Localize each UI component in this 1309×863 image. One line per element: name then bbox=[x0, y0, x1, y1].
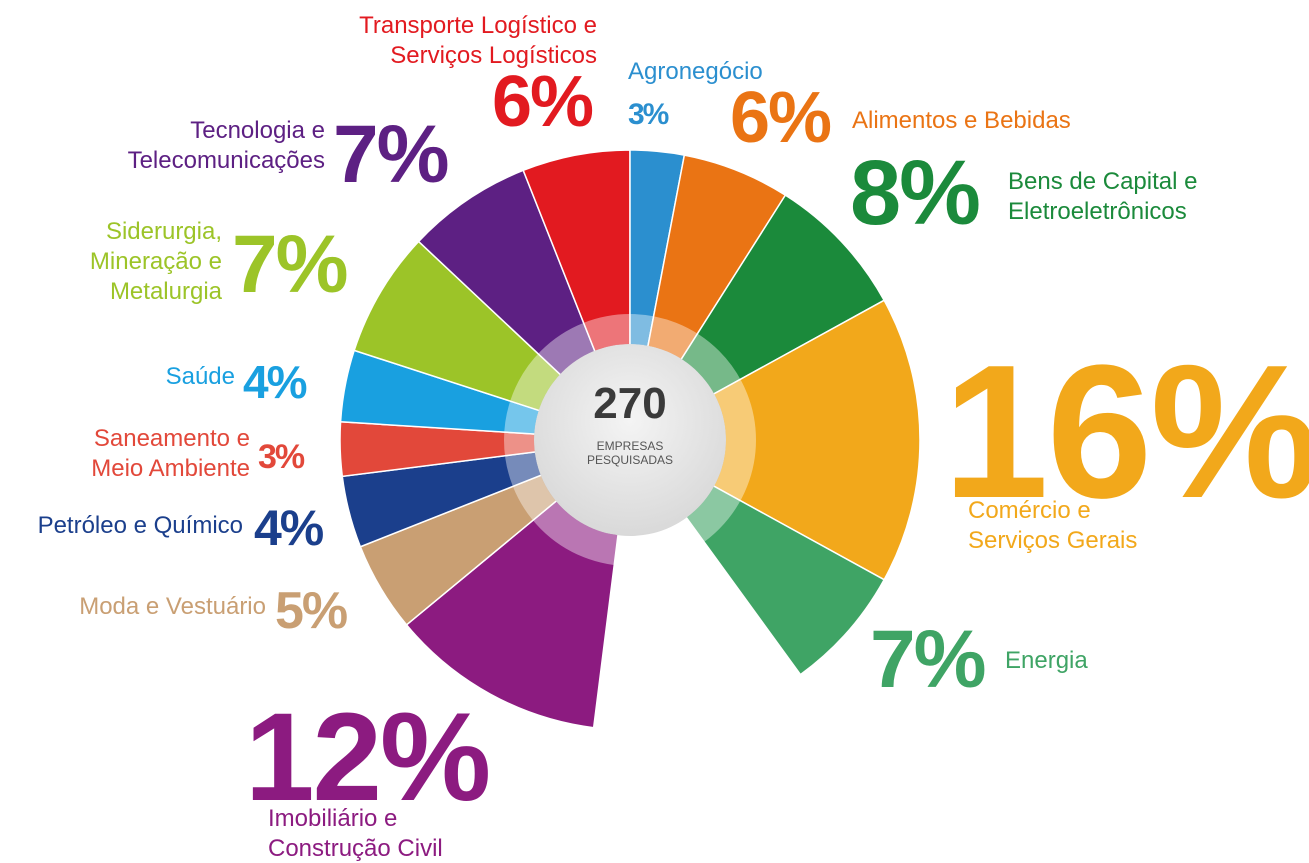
value-label: 3% bbox=[258, 438, 305, 476]
value-label: 12% bbox=[245, 688, 489, 827]
text-line: Bens de Capital e bbox=[1008, 168, 1197, 195]
center-disc bbox=[534, 344, 726, 536]
text-line: Metalurgia bbox=[110, 278, 223, 305]
text-line: Moda e Vestuário bbox=[79, 593, 266, 620]
value-label: 6% bbox=[492, 62, 593, 142]
text-line: Mineração e bbox=[90, 248, 222, 275]
text-line: Saneamento e bbox=[94, 425, 250, 452]
category-label: Bens de Capital e Eletroeletrônicos bbox=[1008, 168, 1197, 225]
center-text: EMPRESAS PESQUISADAS bbox=[587, 439, 673, 467]
text-line: Tecnologia e bbox=[190, 117, 325, 144]
text-line: Petróleo e Químico bbox=[38, 512, 243, 539]
value-label: 6% bbox=[730, 78, 831, 158]
value-label: 8% bbox=[850, 142, 979, 244]
text-line: Saúde bbox=[166, 363, 235, 390]
value-label: 16% bbox=[943, 326, 1309, 538]
text-line: Telecomunicações bbox=[128, 147, 325, 174]
category-label: Petróleo e Químico bbox=[38, 512, 243, 539]
value-label: 4% bbox=[254, 500, 324, 556]
text-line: Energia bbox=[1005, 647, 1088, 674]
value-label: 4% bbox=[243, 356, 307, 408]
text-line: Transporte Logístico e bbox=[359, 12, 597, 39]
text-line: Eletroeletrônicos bbox=[1008, 198, 1187, 225]
category-label: Tecnologia e Telecomunicações bbox=[128, 117, 325, 174]
text-line: EMPRESAS bbox=[597, 439, 664, 453]
wedge bbox=[628, 299, 921, 581]
value-label: 5% bbox=[275, 582, 347, 640]
category-label: Saúde bbox=[166, 363, 235, 390]
category-label: Transporte Logístico e Serviços Logístico… bbox=[359, 12, 597, 69]
labels: 12%Imobiliário e Construção Civil 5% Moda e… bbox=[38, 12, 1309, 862]
category-label: Moda e Vestuário bbox=[79, 593, 266, 620]
category-label: Imobiliário e Construção Civil bbox=[268, 805, 443, 862]
value-label: 7% bbox=[333, 109, 448, 200]
category-label: Agronegócio bbox=[628, 58, 763, 85]
text-line: Serviços Logísticos bbox=[390, 42, 597, 69]
category-label: Comércio e Serviços Gerais bbox=[968, 497, 1137, 554]
category-label: Siderurgia, Mineração e Metalurgia bbox=[90, 218, 223, 305]
value-label: 3% bbox=[628, 98, 669, 131]
text-line: Agronegócio bbox=[628, 58, 763, 85]
center-value: 270 bbox=[593, 379, 666, 428]
text-line: Alimentos e Bebidas bbox=[852, 107, 1071, 134]
text-line: Construção Civil bbox=[268, 835, 443, 862]
inner-ring bbox=[504, 314, 756, 566]
text-line: PESQUISADAS bbox=[587, 453, 673, 467]
category-label: Energia bbox=[1005, 647, 1088, 674]
text-line: Serviços Gerais bbox=[968, 527, 1137, 554]
value-label: 7% bbox=[870, 614, 985, 705]
category-label: Alimentos e Bebidas bbox=[852, 107, 1071, 134]
text-line: Imobiliário e bbox=[268, 805, 397, 832]
value-label: 7% bbox=[232, 219, 347, 310]
text-line: Comércio e bbox=[968, 497, 1091, 524]
text-line: Siderurgia, bbox=[106, 218, 222, 245]
text-line: Meio Ambiente bbox=[91, 455, 250, 482]
category-label: Saneamento e Meio Ambiente bbox=[91, 425, 250, 482]
